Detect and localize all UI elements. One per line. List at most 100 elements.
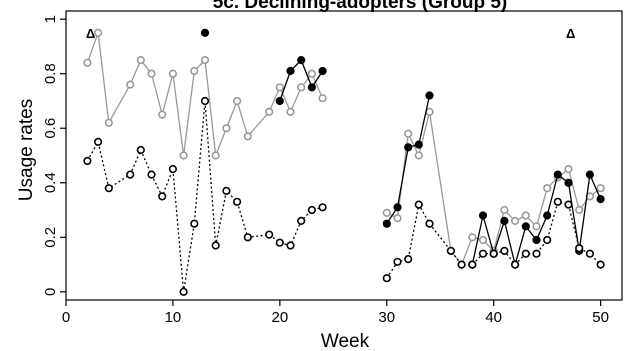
data-point (489, 249, 498, 258)
data-point (393, 257, 402, 266)
data-point (158, 110, 167, 119)
data-point (585, 249, 595, 258)
axes: 0 10 20 30 40 50 0 0.2 0.4 0.6 0.8 1 (42, 10, 623, 326)
data-point (393, 203, 402, 212)
data-point (500, 246, 509, 255)
data-point (543, 235, 552, 245)
data-point (104, 118, 113, 127)
x-tick-label: 0 (62, 309, 70, 326)
data-point (297, 216, 306, 225)
data-point (468, 260, 477, 269)
data-point (222, 124, 231, 133)
chart-title: 5c. Declining-adopters (Group 5) (213, 0, 508, 13)
data-point (596, 184, 605, 193)
data-point (233, 96, 242, 106)
data-point (521, 211, 530, 220)
data-point (404, 255, 413, 264)
data-point (543, 184, 552, 193)
data-point (575, 205, 584, 215)
data-point (211, 151, 220, 160)
data-point (168, 69, 177, 78)
data-point (243, 233, 252, 242)
data-point (147, 69, 156, 78)
data-point (318, 66, 327, 76)
data-point (211, 241, 220, 250)
x-axis-label: Week (321, 331, 370, 351)
plot-frame (65, 10, 623, 301)
data-point (136, 55, 145, 65)
data-point (275, 83, 284, 92)
data-point (532, 222, 541, 231)
data-point (500, 216, 509, 225)
data-point (286, 107, 295, 116)
y-tick-label: 0.4 (42, 172, 59, 193)
y-tick-label: 0.2 (42, 227, 59, 248)
delta-marker: Δ (566, 26, 575, 41)
data-point (596, 195, 605, 204)
data-point (265, 230, 274, 239)
data-point (382, 219, 391, 228)
y-tick-label: 0.8 (42, 63, 59, 84)
data-point (553, 170, 562, 179)
data-point (168, 165, 177, 174)
data-point (446, 246, 456, 255)
data-point (585, 170, 595, 179)
data-point (393, 214, 402, 223)
data-point (596, 260, 605, 269)
x-tick-label: 40 (485, 309, 502, 326)
y-tick-label: 0 (42, 288, 59, 296)
data-point (275, 96, 284, 106)
delta-marker: Δ (86, 26, 95, 41)
data-point (297, 55, 306, 65)
data-point (468, 233, 477, 242)
data-point (382, 208, 391, 217)
data-point (404, 143, 413, 152)
data-point (190, 219, 199, 228)
data-point (179, 151, 188, 160)
data-point (532, 235, 541, 245)
data-point (564, 178, 573, 187)
series-gray-solid-open (83, 28, 605, 269)
data-point (286, 66, 295, 76)
data-point (425, 219, 434, 228)
data-point (93, 137, 103, 146)
series-line (386, 111, 601, 266)
series-line (386, 201, 602, 279)
data-point (265, 107, 274, 116)
data-point (404, 129, 413, 138)
data-point (510, 216, 520, 225)
data-point (318, 203, 327, 212)
data-point (510, 260, 520, 269)
data-point (457, 260, 466, 269)
x-tick-label: 20 (272, 309, 289, 326)
series-line (86, 100, 323, 292)
x-tick-label: 50 (592, 309, 609, 326)
series-line (86, 32, 324, 156)
series-line (386, 95, 431, 225)
data-point (532, 249, 541, 258)
data-point (275, 238, 284, 247)
x-tick-label: 30 (378, 309, 395, 326)
data-point (147, 170, 156, 179)
data-point (414, 140, 423, 149)
series-line (279, 58, 324, 102)
data-point (297, 83, 306, 92)
data-point (200, 55, 210, 65)
data-point (286, 241, 295, 250)
series-black-dotted-open (83, 96, 605, 296)
data-point (414, 200, 423, 209)
data-point (158, 192, 167, 201)
data-point (543, 211, 552, 220)
data-point (478, 249, 488, 258)
data-point (307, 205, 317, 215)
data-point (382, 274, 391, 283)
data-point (200, 96, 210, 106)
data-point (564, 165, 573, 174)
data-point (190, 66, 199, 76)
data-point (575, 244, 584, 253)
data-point (126, 80, 135, 89)
data-point (179, 287, 188, 296)
x-tick-label: 10 (165, 309, 182, 326)
